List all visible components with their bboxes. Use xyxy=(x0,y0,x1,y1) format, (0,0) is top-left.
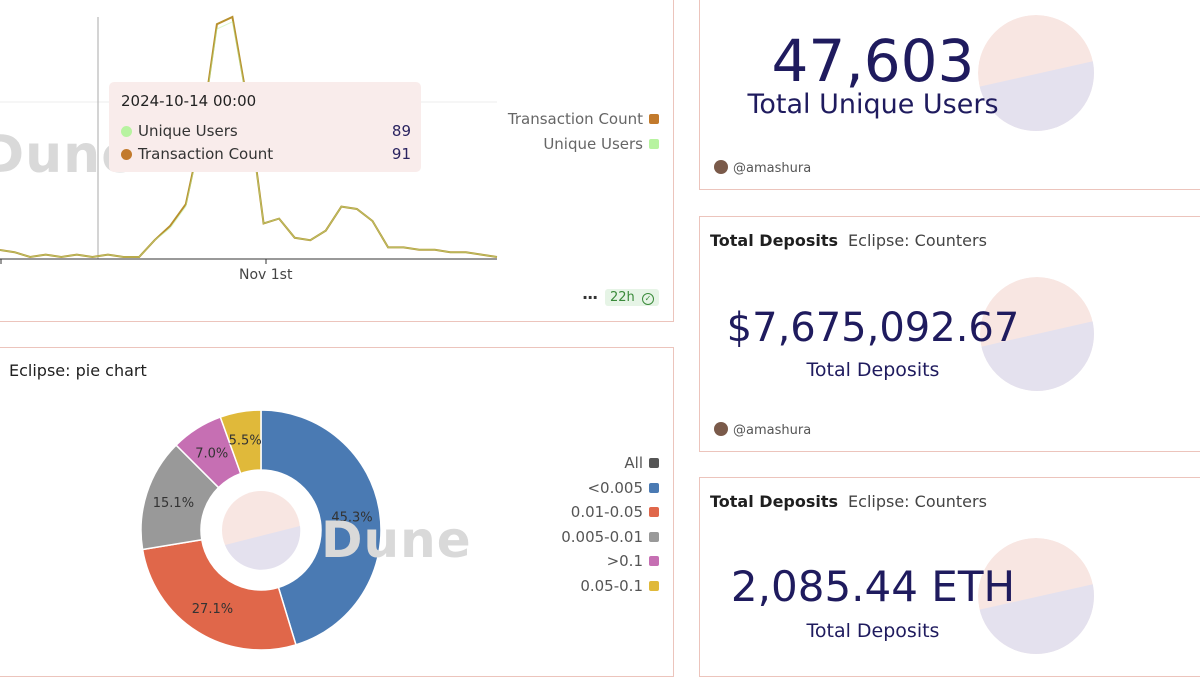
counter-value: 2,085.44 ETH xyxy=(730,562,1016,611)
legend-swatch-icon xyxy=(649,507,659,517)
avatar xyxy=(714,160,728,174)
author-link[interactable]: @amashura xyxy=(714,160,811,176)
pie-chart[interactable]: 45.3% 27.1% 15.1% 7.0%5.5% xyxy=(0,348,675,678)
pie-slice-label: 7.0% xyxy=(195,446,228,461)
legend-label: Unique Users xyxy=(543,135,643,153)
legend-swatch-icon xyxy=(649,482,659,493)
counter-value: $7,675,092.67 xyxy=(726,305,1020,351)
total-deposits-counter-card: Total Deposits Eclipse: Counters $7,675,0… xyxy=(699,216,1200,452)
tooltip-row-transaction-count: Transaction Count 91 xyxy=(121,145,411,163)
x-tick-label: Nov 1st xyxy=(239,267,293,283)
pie-slice-label: 15.1% xyxy=(153,496,194,511)
pie-legend-label: >0.1 xyxy=(606,552,643,570)
card-subtitle[interactable]: Eclipse: Counters xyxy=(848,492,987,511)
tooltip-value: 89 xyxy=(391,122,411,140)
card-title-text: Total Deposits xyxy=(710,231,839,250)
pie-legend-label: 0.005-0.01 xyxy=(561,527,643,546)
legend-item-unique-users[interactable]: Unique Users xyxy=(543,135,659,153)
card-title: Eclipse: pie chart xyxy=(9,361,147,380)
pie-legend-item[interactable]: <0.005 xyxy=(587,479,659,497)
counter-bg-shape xyxy=(978,538,1094,654)
counter-background xyxy=(978,15,1094,131)
author-link[interactable]: @amashura xyxy=(714,422,811,438)
tooltip-label: Transaction Count xyxy=(138,145,274,163)
author-name: @amashura xyxy=(733,161,812,176)
legend-swatch-icon xyxy=(649,556,659,566)
card-title-text: Total Deposits xyxy=(710,492,839,511)
counter-label: Total Deposits xyxy=(806,359,940,381)
card-title-text: Eclipse: pie chart xyxy=(9,361,147,380)
pie-legend-label: All xyxy=(624,454,643,472)
pie-legend-item[interactable]: >0.1 xyxy=(607,552,659,570)
pie-center-shade xyxy=(225,526,301,570)
refresh-time: 22h xyxy=(610,290,635,305)
pie-legend-item[interactable]: 0.01-0.05 xyxy=(571,503,659,521)
card-title: Total Deposits Eclipse: Counters xyxy=(710,231,987,250)
unique-users-dot-icon xyxy=(121,126,132,137)
pie-legend-item[interactable]: 0.005-0.01 xyxy=(561,528,659,546)
tooltip-row-unique-users: Unique Users 89 xyxy=(121,122,411,140)
pie-slice-0.05-0.1[interactable] xyxy=(219,409,262,475)
eth-deposits-counter-card: Total Deposits Eclipse: Counters 2,085.44… xyxy=(699,477,1200,677)
check-circle-icon: ✓ xyxy=(641,293,654,305)
pie-slice-label: 27.1% xyxy=(192,602,233,617)
legend-label: Transaction Count xyxy=(507,110,643,128)
author-name: @amashura xyxy=(733,423,812,438)
counter-value: 47,603 xyxy=(771,27,975,95)
unique-users-counter-card: 47,603 Total Unique Users @amashura xyxy=(699,0,1200,190)
pie-legend-label: 0.05-0.1 xyxy=(580,576,643,595)
tooltip-label: Unique Users xyxy=(138,122,238,140)
counter-label: Total Unique Users xyxy=(747,89,999,120)
legend-swatch-icon xyxy=(649,114,659,124)
tooltip-value: 91 xyxy=(391,145,411,163)
chart-tooltip: 2024-10-14 00:00 Unique Users 89 Transac… xyxy=(109,82,421,172)
transaction-count-dot-icon xyxy=(121,149,132,160)
pie-legend-label: <0.005 xyxy=(587,478,643,497)
card-title: Total Deposits Eclipse: Counters xyxy=(710,492,987,511)
more-options-icon[interactable]: ··· xyxy=(582,288,598,307)
avatar xyxy=(714,422,728,436)
tooltip-date: 2024-10-14 00:00 xyxy=(121,92,257,110)
counter-bg-shape xyxy=(980,277,1094,391)
legend-swatch-icon xyxy=(649,139,659,149)
pie-slice-0.01-0.05[interactable] xyxy=(141,538,297,651)
counter-label: Total Deposits xyxy=(806,620,940,642)
card-subtitle[interactable]: Eclipse: Counters xyxy=(848,231,987,250)
counter-background xyxy=(978,538,1094,654)
pie-slice-<0.005[interactable] xyxy=(260,409,382,646)
pie-legend-item[interactable]: All xyxy=(624,454,659,472)
pie-slice-label: 5.5% xyxy=(229,433,262,448)
pie-legend-label: 0.01-0.05 xyxy=(570,503,643,521)
legend-swatch-icon xyxy=(649,580,659,591)
dune-watermark: Dune xyxy=(321,511,472,569)
counter-background xyxy=(980,277,1094,391)
counter-bg-shape xyxy=(978,15,1094,131)
pie-chart-card: Eclipse: pie chart 45.3% 27.1% 15.1% 7.0% 5.… xyxy=(0,347,674,677)
legend-swatch-icon xyxy=(649,531,659,542)
pie-slice-label: 45.3% xyxy=(331,510,372,525)
refresh-badge[interactable]: 22h ✓ xyxy=(605,289,659,306)
legend-item-transaction-count[interactable]: Transaction Count xyxy=(508,110,659,128)
pie-legend-item[interactable]: 0.05-0.1 xyxy=(580,577,659,595)
legend-swatch-icon xyxy=(649,458,659,468)
line-chart-card: Dune Nov 1st 2024-10-14 00:00 Unique Use… xyxy=(0,0,674,322)
